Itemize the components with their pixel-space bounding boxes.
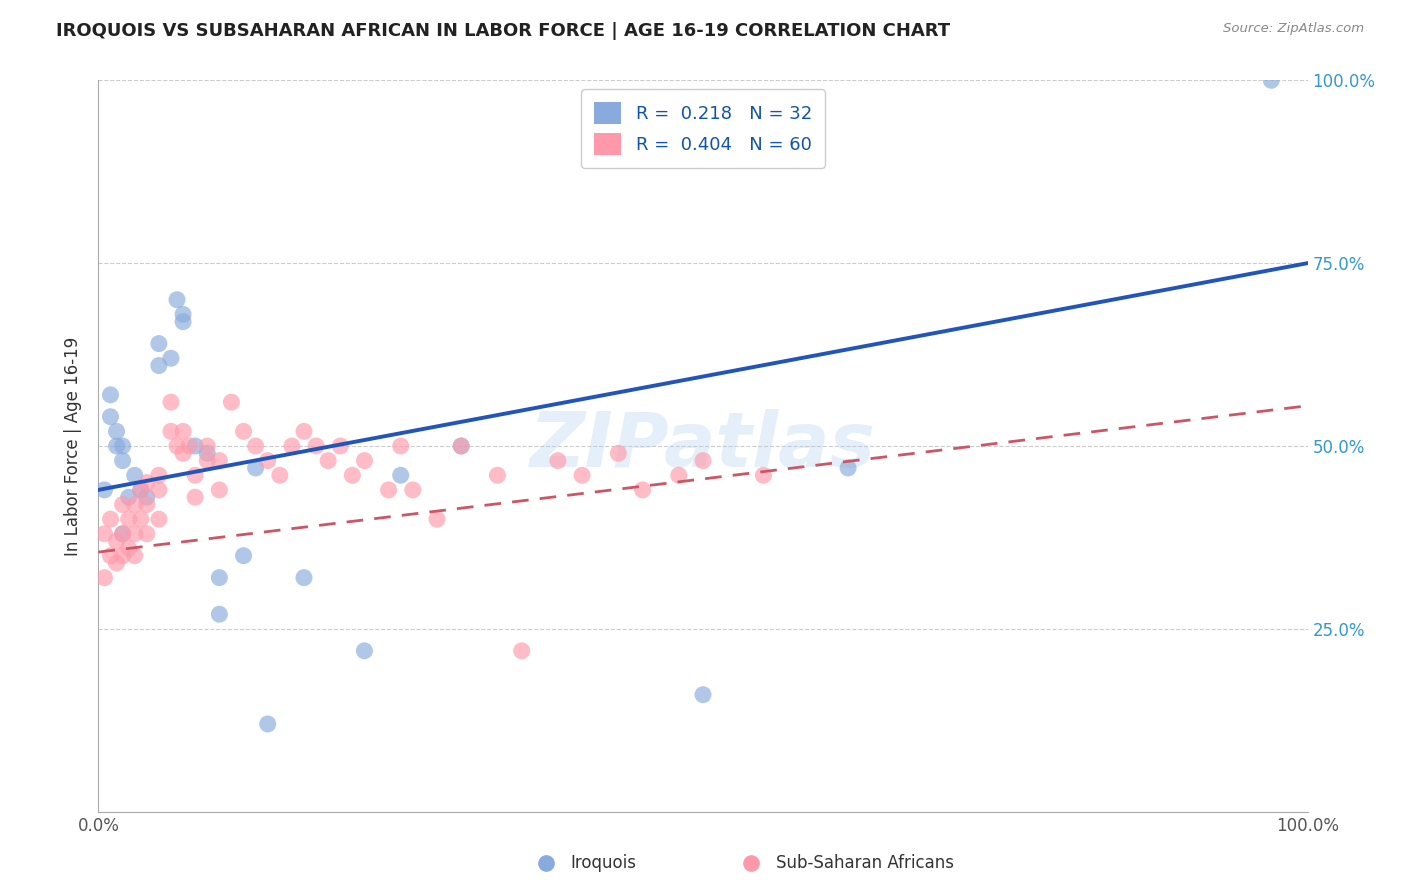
Point	[426, 512, 449, 526]
Point	[93, 483, 115, 497]
Point	[118, 541, 141, 556]
Text: Sub-Saharan Africans: Sub-Saharan Africans	[776, 854, 953, 871]
Point	[166, 293, 188, 307]
Point	[172, 315, 194, 329]
Point	[166, 439, 188, 453]
Point	[148, 336, 170, 351]
Point	[486, 468, 509, 483]
Point	[631, 483, 654, 497]
Point	[510, 644, 533, 658]
Point	[124, 468, 146, 483]
Point	[668, 468, 690, 483]
Point	[377, 483, 399, 497]
Point	[208, 483, 231, 497]
Point	[256, 717, 278, 731]
Point	[692, 688, 714, 702]
Point	[195, 446, 218, 460]
Text: Source: ZipAtlas.com: Source: ZipAtlas.com	[1223, 22, 1364, 36]
Point	[111, 526, 134, 541]
Point	[124, 498, 146, 512]
Text: ZIPatlas: ZIPatlas	[530, 409, 876, 483]
Point	[269, 468, 291, 483]
Point	[292, 571, 315, 585]
Point	[184, 490, 207, 504]
Point	[124, 526, 146, 541]
Point	[245, 461, 267, 475]
Point	[305, 439, 328, 453]
Text: Iroquois: Iroquois	[569, 854, 636, 871]
Point	[837, 461, 859, 475]
Point	[402, 483, 425, 497]
Point	[281, 439, 304, 453]
Point	[135, 475, 157, 490]
Point	[195, 453, 218, 467]
Point	[184, 439, 207, 453]
Point	[111, 439, 134, 453]
Point	[692, 453, 714, 467]
Point	[111, 549, 134, 563]
Point	[389, 468, 412, 483]
Point	[129, 512, 152, 526]
Point	[450, 439, 472, 453]
Point	[195, 439, 218, 453]
Point	[105, 534, 128, 549]
Point	[245, 439, 267, 453]
Point	[353, 453, 375, 467]
Point	[93, 526, 115, 541]
Point	[100, 409, 122, 424]
Point	[105, 439, 128, 453]
Point	[129, 483, 152, 497]
Point	[100, 512, 122, 526]
Point	[135, 498, 157, 512]
Point	[111, 453, 134, 467]
Point	[208, 453, 231, 467]
Point	[752, 468, 775, 483]
Point	[329, 439, 352, 453]
Point	[208, 571, 231, 585]
Point	[292, 425, 315, 439]
Point	[105, 556, 128, 570]
Point	[179, 439, 201, 453]
Point	[172, 307, 194, 321]
Point	[148, 512, 170, 526]
Point	[232, 425, 254, 439]
Point	[607, 446, 630, 460]
Point	[129, 483, 152, 497]
Point	[100, 388, 122, 402]
Point	[1260, 73, 1282, 87]
Point	[316, 453, 339, 467]
Point	[148, 359, 170, 373]
Point	[124, 549, 146, 563]
Point	[547, 453, 569, 467]
Point	[571, 468, 593, 483]
Point	[160, 425, 183, 439]
Point	[342, 468, 364, 483]
Legend: R =  0.218   N = 32, R =  0.404   N = 60: R = 0.218 N = 32, R = 0.404 N = 60	[582, 89, 824, 168]
Point	[148, 468, 170, 483]
Point	[450, 439, 472, 453]
Point	[93, 571, 115, 585]
Point	[221, 395, 243, 409]
Point	[111, 526, 134, 541]
Point	[232, 549, 254, 563]
Point	[105, 425, 128, 439]
Point	[172, 425, 194, 439]
Point	[256, 453, 278, 467]
Point	[184, 468, 207, 483]
Point	[389, 439, 412, 453]
Text: IROQUOIS VS SUBSAHARAN AFRICAN IN LABOR FORCE | AGE 16-19 CORRELATION CHART: IROQUOIS VS SUBSAHARAN AFRICAN IN LABOR …	[56, 22, 950, 40]
Point	[111, 498, 134, 512]
Point	[135, 526, 157, 541]
Y-axis label: In Labor Force | Age 16-19: In Labor Force | Age 16-19	[65, 336, 83, 556]
Point	[208, 607, 231, 622]
Point	[172, 446, 194, 460]
Point	[100, 549, 122, 563]
Point	[353, 644, 375, 658]
Point	[160, 395, 183, 409]
Point	[118, 490, 141, 504]
Point	[160, 351, 183, 366]
Point	[135, 490, 157, 504]
Point	[148, 483, 170, 497]
Point	[118, 512, 141, 526]
